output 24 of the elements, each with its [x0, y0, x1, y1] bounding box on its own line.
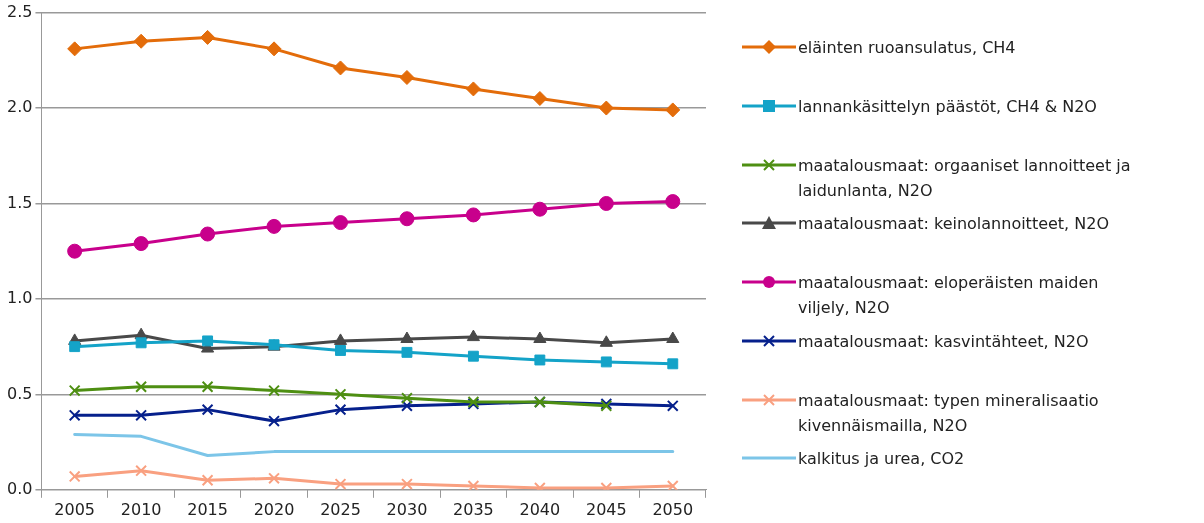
legend-label: maatalousmaat: orgaaniset lannoitteet ja laidunlanta, N2O [798, 154, 1132, 202]
legend-label: maatalousmaat: kasvintähteet, N2O [798, 330, 1090, 353]
legend-label: maatalousmaat: eloperäisten maiden viljely, N2O [798, 272, 1100, 319]
x-tick-label: 2005 [54, 499, 96, 519]
x-tick-label: 2040 [519, 499, 561, 519]
x-tick-label: 2045 [585, 499, 627, 519]
legend-label: eläinten ruoansulatus, CH4 [798, 37, 1017, 59]
x-tick-label: 2025 [320, 499, 361, 519]
legend-label: maatalousmaat: keinolannoitteet, N2O [798, 213, 1111, 236]
x-tick-label: 2035 [453, 499, 494, 519]
legend-label: maatalousmaat: typen mineralisaatio kivennäismailla, N2O [798, 389, 1100, 437]
x-tick-label: 2010 [120, 499, 162, 519]
y-tick-label: 1.0 [6, 288, 33, 308]
y-tick-label: 1.5 [6, 192, 33, 212]
y-tick-label: 2.5 [6, 1, 33, 21]
legend-label: kalkitus ja urea, CO2 [798, 448, 966, 471]
x-tick-label: 2020 [253, 499, 295, 519]
y-tick-label: 0.5 [6, 383, 33, 403]
legend-label: lannankäsittelyn päästöt, CH4 & N2O [798, 95, 1098, 118]
x-tick-label: 2050 [652, 499, 694, 519]
x-tick-label: 2030 [386, 499, 428, 519]
y-tick-label: 0.0 [6, 478, 33, 498]
y-tick-label: 2.0 [6, 97, 33, 117]
x-tick-label: 2015 [187, 499, 228, 519]
